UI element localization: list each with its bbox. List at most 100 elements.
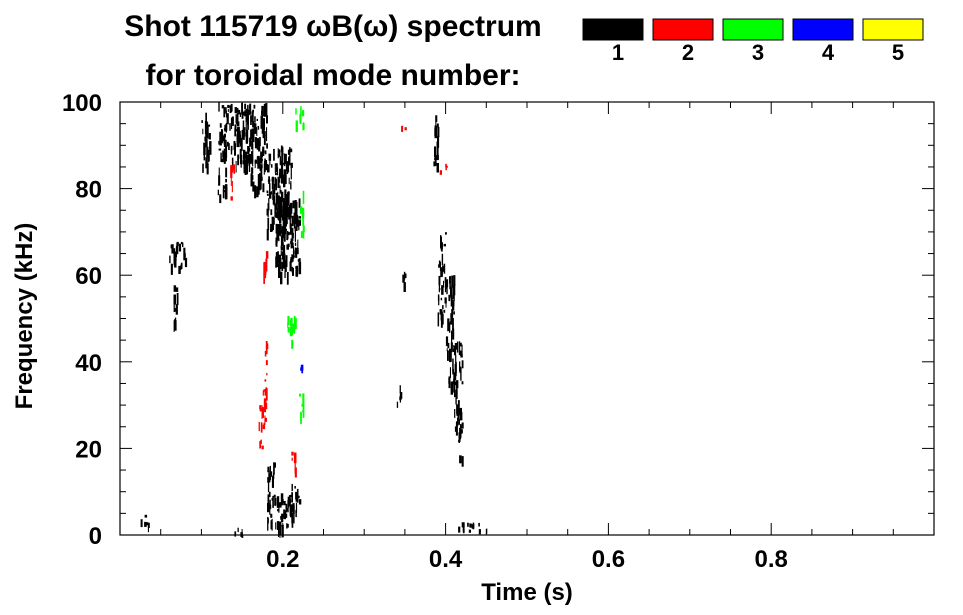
spectrum-streak	[169, 255, 171, 264]
spectrum-streak	[171, 244, 174, 254]
spectrum-streak	[266, 193, 269, 196]
spectrum-streak	[209, 141, 212, 155]
spectrum-streak	[231, 157, 234, 170]
spectrum-streak	[262, 407, 264, 418]
spectrum-streak	[283, 153, 286, 167]
spectrum-streak	[283, 509, 285, 519]
spectrum-streak	[252, 131, 255, 143]
spectrum-streak	[245, 132, 248, 144]
spectrum-streak	[249, 147, 251, 152]
spectrum-streak	[275, 163, 278, 173]
spectrum-streak	[270, 164, 273, 168]
spectrum-streak	[254, 123, 257, 134]
spectrum-blob-mode-1-17	[458, 415, 464, 467]
spectrum-blob-mode-1-6	[173, 285, 179, 332]
spectrum-streak	[274, 163, 276, 173]
spectrum-streak	[290, 238, 293, 249]
spectrum-streak	[285, 255, 288, 267]
spectrum-streak	[204, 136, 207, 142]
spectrum-streak	[281, 195, 284, 201]
spectrum-streak	[266, 208, 268, 216]
spectrum-streak	[140, 519, 143, 528]
spectrum-streak	[403, 282, 406, 292]
spectrum-streak	[453, 378, 456, 393]
spectrum-streak	[294, 227, 296, 232]
spectrum-streak	[243, 152, 245, 158]
spectrum-streak	[294, 229, 296, 242]
spectrum-streak	[275, 223, 278, 234]
spectrum-streak	[438, 260, 441, 268]
spectrum-streak	[261, 445, 264, 450]
spectrum-streak	[282, 255, 286, 269]
spectrum-streak	[279, 156, 282, 166]
legend: 1 2 3 4 5	[582, 18, 924, 65]
spectrum-streak	[205, 157, 208, 169]
spectrum-streak	[184, 253, 186, 258]
spectrum-streak	[221, 130, 224, 144]
spectrum-streak	[440, 246, 443, 251]
spectrum-streak	[460, 350, 463, 356]
spectrum-streak	[442, 305, 444, 309]
spectrum-streak	[288, 177, 290, 185]
spectrum-streak	[224, 155, 227, 162]
spectrum-streak	[462, 526, 465, 532]
spectrum-streak	[180, 262, 183, 269]
spectrum-blob-mode-3-1	[299, 393, 305, 424]
spectrum-streak	[178, 243, 182, 252]
spectrum-streak	[277, 509, 279, 512]
spectrum-streak	[245, 165, 248, 170]
legend-label-2: 2	[682, 40, 694, 65]
spectrum-streak	[459, 407, 462, 416]
spectrum-streak	[250, 115, 252, 125]
spectrum-streak	[301, 213, 304, 219]
spectrum-streak	[249, 103, 252, 115]
spectrum-streak	[261, 405, 263, 419]
spectrum-streak	[460, 367, 462, 381]
spectrum-blob-mode-2-3	[258, 405, 264, 450]
spectrum-streak	[230, 103, 233, 112]
spectrum-streak	[286, 523, 289, 528]
spectrum-streak	[281, 513, 283, 523]
spectrum-streak	[267, 517, 269, 524]
spectrum-streak	[251, 167, 254, 174]
spectrum-streak	[265, 258, 268, 272]
spectrum-streak	[452, 285, 454, 298]
spectrum-streak	[292, 200, 295, 209]
spectrum-streak	[285, 214, 288, 223]
spectrum-streak	[270, 471, 273, 477]
spectrum-streak	[462, 530, 465, 534]
spectrum-streak	[278, 264, 281, 278]
spectrum-streak	[275, 256, 277, 268]
spectrum-streak	[226, 117, 228, 122]
spectrum-streak	[435, 115, 438, 123]
spectrum-streak	[295, 511, 297, 518]
spectrum-streak	[285, 503, 288, 513]
spectrum-streak	[284, 510, 286, 520]
y-tick-label: 60	[75, 263, 102, 290]
spectrum-streak	[454, 409, 456, 418]
spectrum-streak	[258, 421, 260, 432]
spectrum-streak	[275, 172, 277, 176]
spectrum-streak	[174, 317, 177, 320]
spectrum-streak	[259, 408, 262, 412]
spectrum-streak	[268, 472, 271, 483]
spectrum-streak	[479, 529, 481, 533]
spectrum-streak	[458, 439, 461, 443]
spectrum-streak	[273, 148, 275, 161]
spectrum-streak	[290, 162, 293, 168]
spectrum-streak	[291, 215, 294, 227]
spectrum-streak	[454, 381, 457, 386]
spectrum-streak	[201, 120, 203, 123]
spectrum-streak	[451, 342, 453, 353]
spectrum-streak	[223, 128, 226, 131]
spectrum-blob-mode-2-4	[291, 451, 297, 478]
spectrum-streak	[229, 123, 231, 131]
spectrum-streak	[234, 128, 237, 137]
spectrum-streak	[252, 109, 254, 113]
spectrum-streak	[290, 504, 293, 518]
y-tick-label: 100	[62, 90, 102, 117]
spectrum-streak	[173, 294, 176, 305]
spectrum-streak	[445, 165, 448, 168]
spectrum-streak	[243, 112, 246, 116]
spectrum-streak	[273, 472, 275, 480]
